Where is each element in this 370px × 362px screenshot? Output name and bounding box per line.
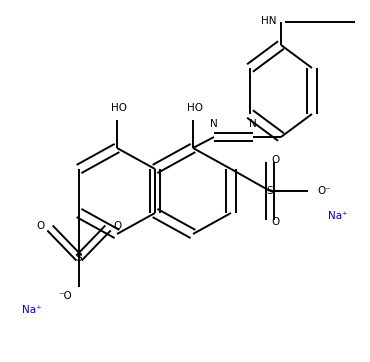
- Text: HO: HO: [111, 103, 127, 113]
- Text: O: O: [37, 221, 45, 231]
- Text: O: O: [113, 221, 121, 231]
- Text: ⁻O: ⁻O: [58, 291, 73, 300]
- Text: O: O: [271, 217, 279, 227]
- Text: N: N: [249, 119, 257, 129]
- Text: Na⁺: Na⁺: [22, 305, 41, 315]
- Text: Na⁺: Na⁺: [328, 211, 348, 221]
- Text: O⁻: O⁻: [317, 186, 331, 196]
- Text: HO: HO: [187, 103, 203, 113]
- Text: S: S: [76, 253, 82, 263]
- Text: S: S: [267, 186, 273, 196]
- Text: HN: HN: [261, 16, 276, 26]
- Text: O: O: [271, 155, 279, 165]
- Text: N: N: [210, 119, 218, 129]
